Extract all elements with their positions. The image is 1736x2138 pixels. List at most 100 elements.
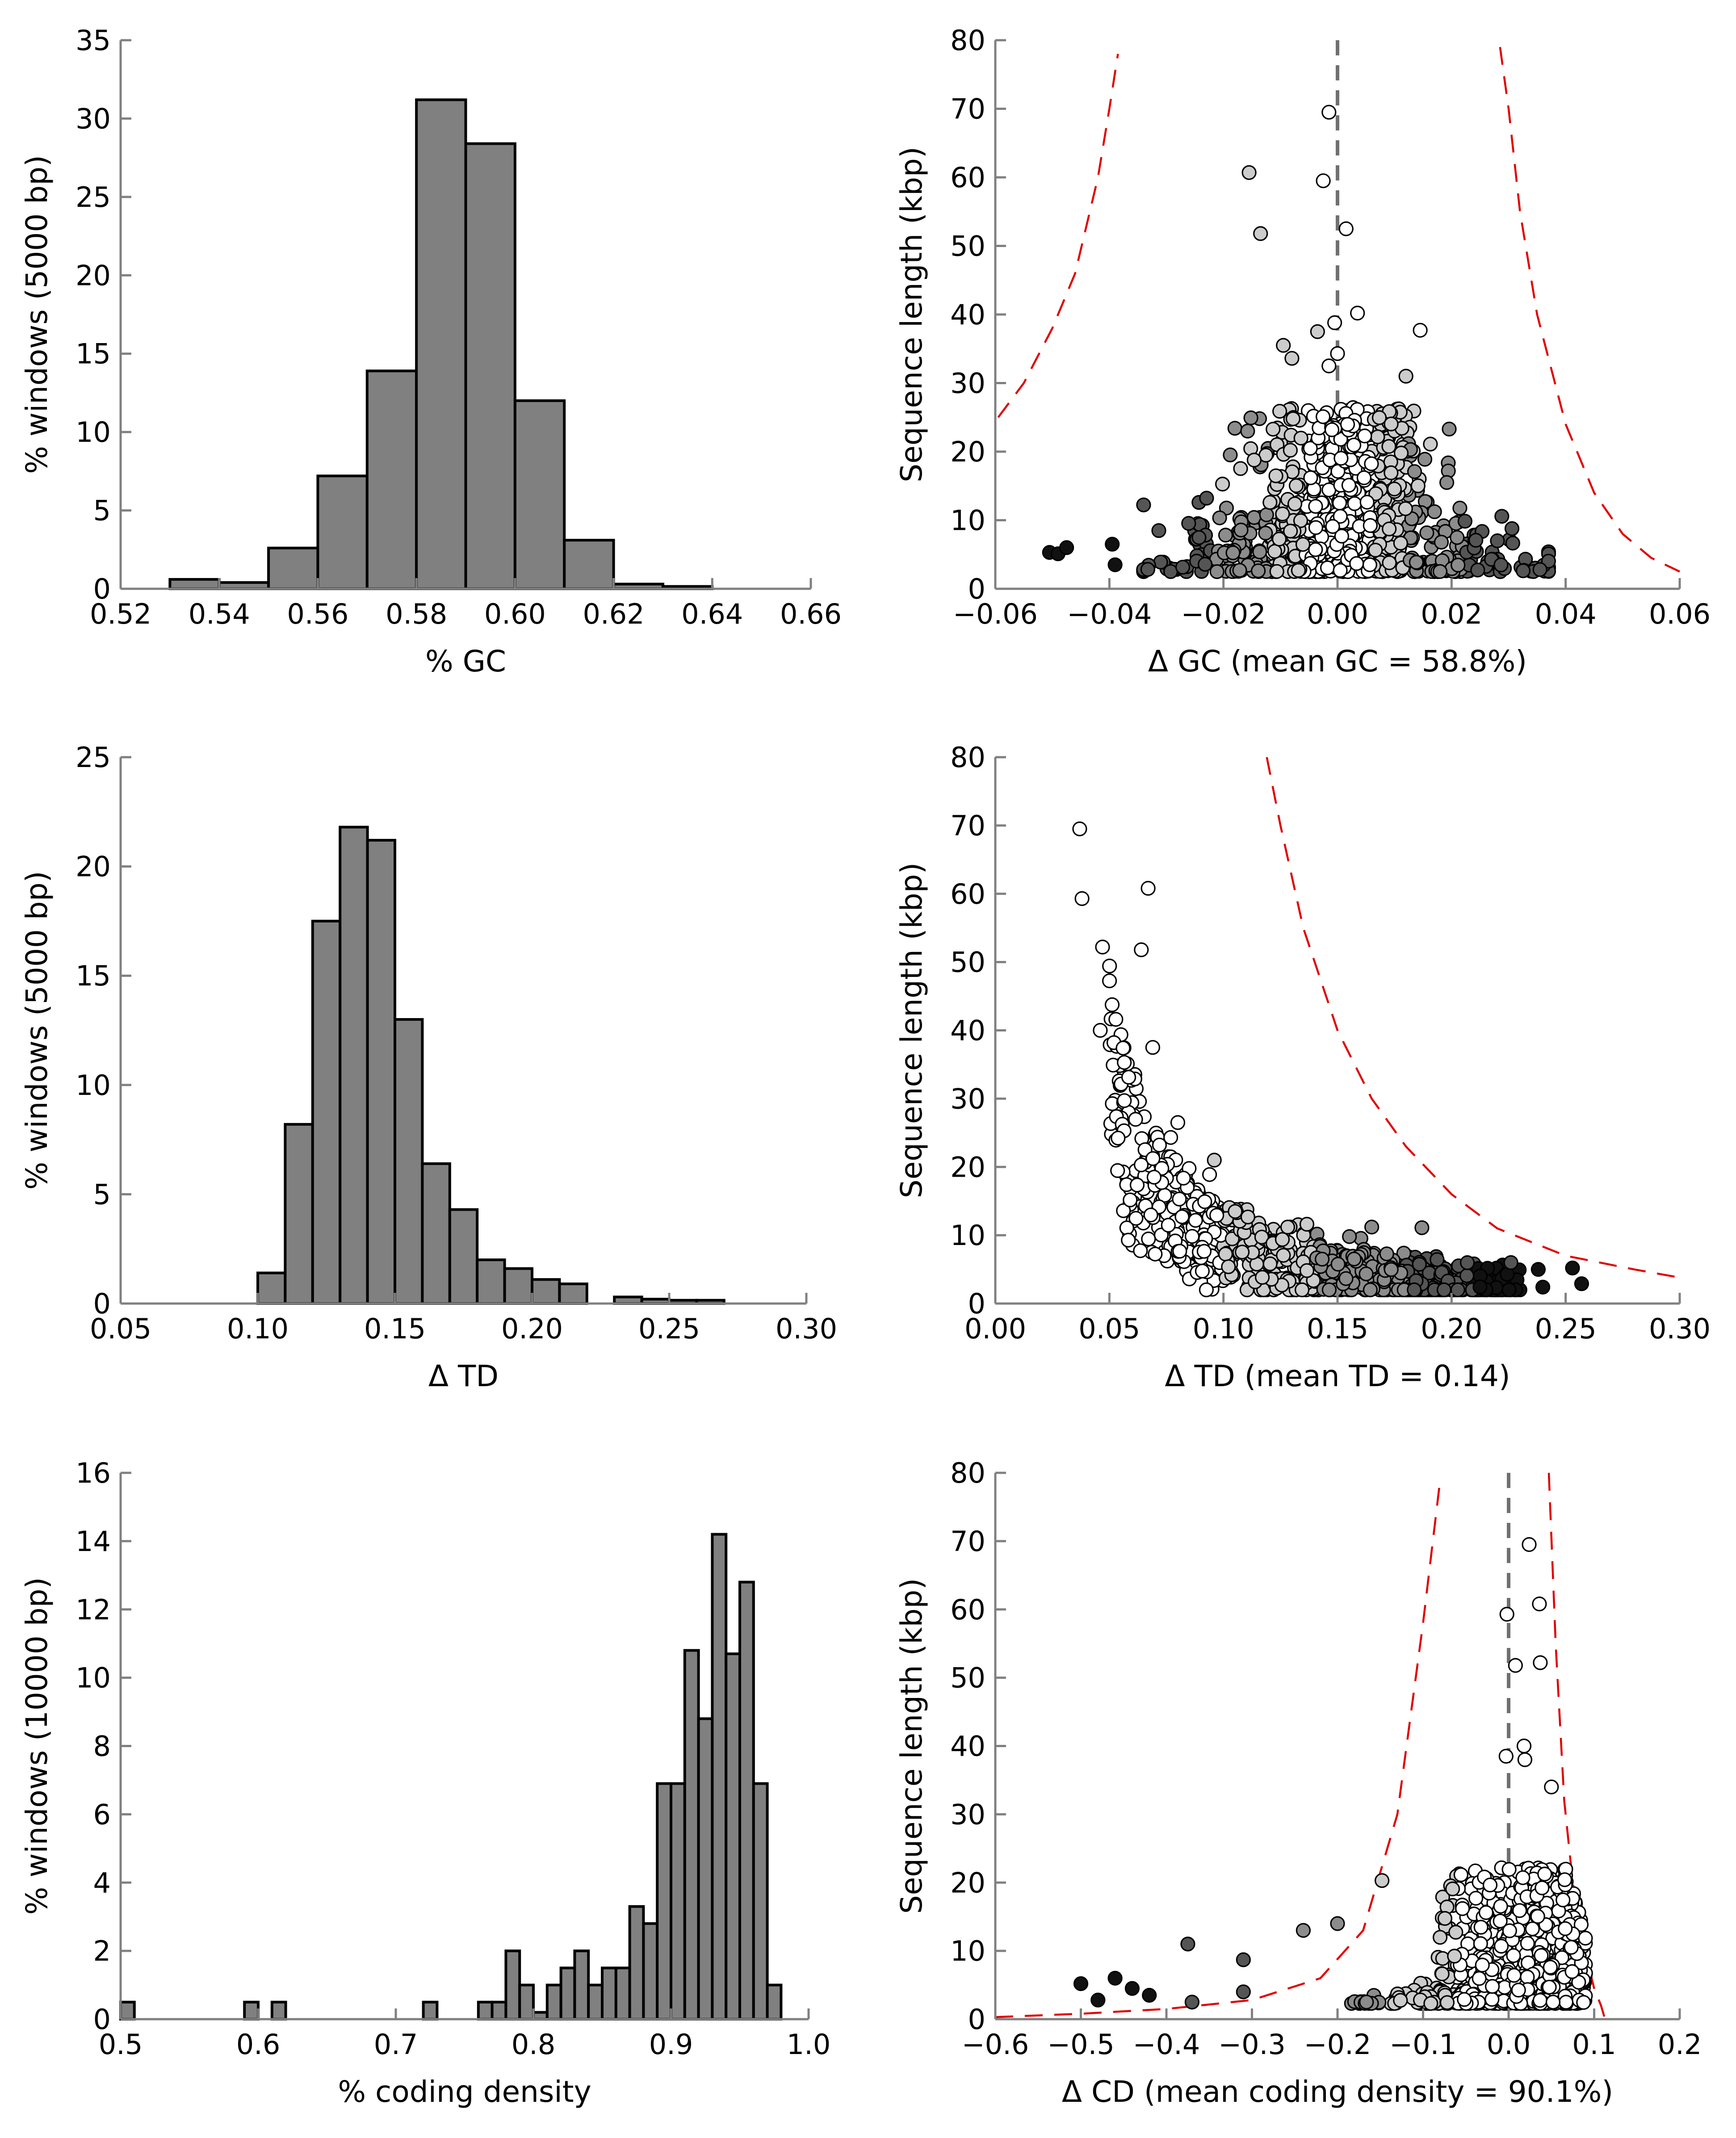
- y-tick-label: 20: [950, 1866, 985, 1899]
- histogram-bar: [670, 1782, 686, 2021]
- axes: 0 5 10 15 20 25 30 35 0.52 0.54 0.56 0.58 0.60 0.62 0.…: [75, 24, 842, 630]
- scatter-point: [1445, 1881, 1460, 1896]
- scatter-point: [1176, 1170, 1191, 1186]
- scatter-point: [1128, 1211, 1144, 1226]
- histogram-bar: [339, 826, 369, 1305]
- scatter-point: [1191, 530, 1207, 545]
- scatter-point: [1240, 423, 1255, 439]
- scatter-point: [1321, 358, 1337, 373]
- scatter-point: [1196, 1244, 1212, 1259]
- scatter-point: [1221, 1259, 1236, 1274]
- scatter-point: [1359, 1266, 1374, 1282]
- scatter-point: [1412, 1257, 1427, 1272]
- x-tick-label: 0.10: [1193, 1312, 1254, 1345]
- x-tick-label: 0.54: [189, 598, 250, 630]
- scatter-point: [1542, 1979, 1557, 1995]
- scatter-point: [1506, 1968, 1522, 1983]
- histogram-bar: [766, 1983, 783, 2021]
- y-tick-label: 30: [950, 1798, 985, 1831]
- y-axis-label: % windows (5000 bp): [20, 155, 54, 474]
- scatter-point: [1134, 942, 1149, 957]
- scatter-point: [1195, 1263, 1210, 1279]
- scatter-point: [1207, 1153, 1222, 1168]
- scatter-point: [1346, 1251, 1362, 1266]
- scatter-point: [1188, 1213, 1203, 1228]
- scatter-point: [1398, 501, 1413, 516]
- x-axis-label: Δ CD (mean coding density = 90.1%): [1062, 2075, 1613, 2109]
- scatter-point: [1142, 1987, 1157, 2003]
- scatter-point: [1141, 880, 1156, 896]
- scatter-point: [1493, 1913, 1508, 1928]
- scatter-point: [1554, 1950, 1569, 1965]
- scatter-point: [1275, 1232, 1290, 1247]
- y-tick-label: 12: [75, 1593, 111, 1626]
- scatter-point: [1330, 346, 1345, 361]
- y-tick-label: 20: [75, 259, 111, 292]
- scatter-point: [1520, 1936, 1535, 1951]
- panel-gc-histogram: 0 5 10 15 20 25 30 35 0.52 0.54 0.56 0.58 0.60 0.62 0.…: [20, 24, 842, 679]
- scatter-point: [1512, 1903, 1527, 1918]
- scatter-point: [1181, 516, 1196, 531]
- y-tick-label: 60: [950, 1593, 985, 1626]
- histogram-bar: [421, 1162, 451, 1305]
- scatter-point: [1357, 428, 1372, 444]
- scatter-point: [1457, 514, 1472, 529]
- scatter-point: [1133, 1243, 1148, 1258]
- y-tick-label: 30: [950, 1082, 985, 1115]
- scatter-point: [1272, 403, 1287, 419]
- x-tick-label: 0.15: [364, 1312, 426, 1345]
- histogram-bar: [697, 1717, 714, 2021]
- scatter-point: [1522, 1537, 1537, 1552]
- y-tick-label: 14: [75, 1525, 111, 1558]
- scatter-point: [1228, 1204, 1243, 1219]
- scatter-point: [1502, 1923, 1517, 1938]
- scatter-point: [1545, 1995, 1561, 2010]
- scatter-point: [1506, 1948, 1521, 1963]
- scatter-point: [1384, 416, 1399, 432]
- scatter-point: [1134, 1157, 1149, 1173]
- scatter-point: [1199, 490, 1214, 506]
- scatter-point: [1520, 1970, 1535, 1985]
- scatter-point: [1227, 421, 1242, 436]
- x-tick-label: 0.58: [386, 598, 447, 630]
- y-tick-label: 80: [950, 24, 985, 57]
- scatter-point: [1293, 513, 1308, 528]
- scatter-point: [1143, 1207, 1158, 1223]
- x-tick-label: −0.1: [1389, 2028, 1457, 2061]
- scatter-point: [1517, 1752, 1532, 1767]
- scatter-point: [1564, 1940, 1579, 1955]
- scatter-point: [1074, 891, 1090, 906]
- scatter-point: [1532, 562, 1547, 577]
- scatter-points: [1072, 757, 1680, 1297]
- scatter-point: [1346, 437, 1362, 453]
- scatter-point: [1558, 1995, 1574, 2010]
- scatter-point: [1565, 1260, 1580, 1276]
- x-tick-label: 0.7: [374, 2028, 418, 2061]
- scatter-point: [1235, 1245, 1250, 1260]
- scatter-point: [1218, 528, 1233, 543]
- x-tick-label: 0.66: [780, 598, 842, 630]
- scatter-point: [1535, 1880, 1550, 1895]
- y-tick-label: 70: [950, 1525, 985, 1558]
- scatter-point: [1325, 519, 1340, 534]
- scatter-point: [1333, 451, 1349, 466]
- y-tick-label: 80: [950, 1457, 985, 1489]
- scatter-point: [1321, 105, 1337, 120]
- scatter-point: [1153, 1228, 1169, 1243]
- x-tick-label: 0.5: [99, 2028, 143, 2061]
- scatter-point: [1107, 1970, 1123, 1986]
- scatter-point: [1423, 436, 1438, 452]
- scatter-point: [1198, 557, 1213, 572]
- scatter-point: [1102, 973, 1117, 989]
- y-tick-label: 15: [75, 338, 111, 370]
- scatter-point: [1350, 306, 1365, 321]
- x-tick-label: 0.05: [90, 1312, 151, 1345]
- x-tick-label: 0.0: [1487, 2028, 1531, 2061]
- panel-gc-scatter: 0 10 20 30 40 50 60 70 80 −0.06 −0.04 −0.02 0.00 0.02…: [894, 24, 1711, 679]
- scatter-point: [1262, 495, 1278, 510]
- histogram-bar: [267, 546, 319, 590]
- scatter-point: [1283, 524, 1298, 539]
- scatter-point: [1262, 1256, 1278, 1271]
- scatter-point: [1371, 410, 1387, 425]
- scatter-point: [1128, 1112, 1143, 1127]
